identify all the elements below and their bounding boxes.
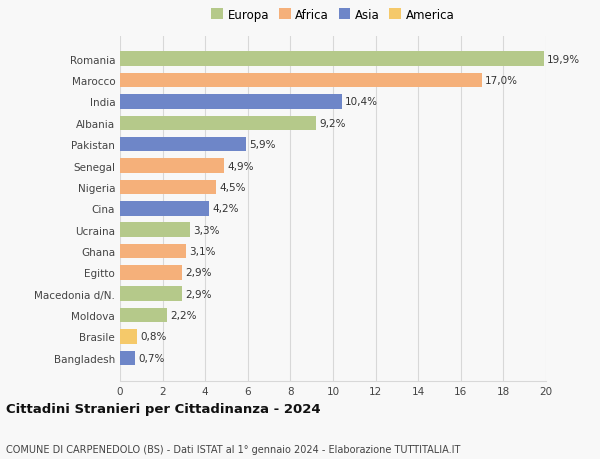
Bar	[120, 52, 544, 67]
Bar	[120, 138, 245, 152]
Text: 19,9%: 19,9%	[547, 55, 580, 65]
Text: 4,9%: 4,9%	[227, 161, 254, 171]
Bar	[120, 202, 209, 216]
Text: 0,8%: 0,8%	[140, 332, 167, 342]
Bar	[120, 95, 341, 110]
Text: 2,9%: 2,9%	[185, 268, 211, 278]
Bar	[120, 287, 182, 302]
Text: Cittadini Stranieri per Cittadinanza - 2024: Cittadini Stranieri per Cittadinanza - 2…	[6, 403, 320, 415]
Text: 2,2%: 2,2%	[170, 310, 197, 320]
Bar	[120, 351, 135, 365]
Text: 10,4%: 10,4%	[345, 97, 378, 107]
Bar	[120, 308, 167, 323]
Bar	[120, 244, 186, 259]
Text: COMUNE DI CARPENEDOLO (BS) - Dati ISTAT al 1° gennaio 2024 - Elaborazione TUTTIT: COMUNE DI CARPENEDOLO (BS) - Dati ISTAT …	[6, 444, 460, 454]
Bar	[120, 116, 316, 131]
Text: 0,7%: 0,7%	[138, 353, 164, 363]
Text: 5,9%: 5,9%	[249, 140, 275, 150]
Text: 4,2%: 4,2%	[212, 204, 239, 214]
Bar	[120, 266, 182, 280]
Text: 4,5%: 4,5%	[219, 183, 245, 192]
Legend: Europa, Africa, Asia, America: Europa, Africa, Asia, America	[209, 6, 457, 24]
Bar	[120, 330, 137, 344]
Bar	[120, 74, 482, 88]
Bar	[120, 159, 224, 174]
Bar	[120, 180, 216, 195]
Text: 2,9%: 2,9%	[185, 289, 211, 299]
Bar	[120, 223, 190, 237]
Text: 9,2%: 9,2%	[319, 118, 346, 129]
Text: 3,1%: 3,1%	[189, 246, 216, 257]
Text: 17,0%: 17,0%	[485, 76, 518, 86]
Text: 3,3%: 3,3%	[193, 225, 220, 235]
